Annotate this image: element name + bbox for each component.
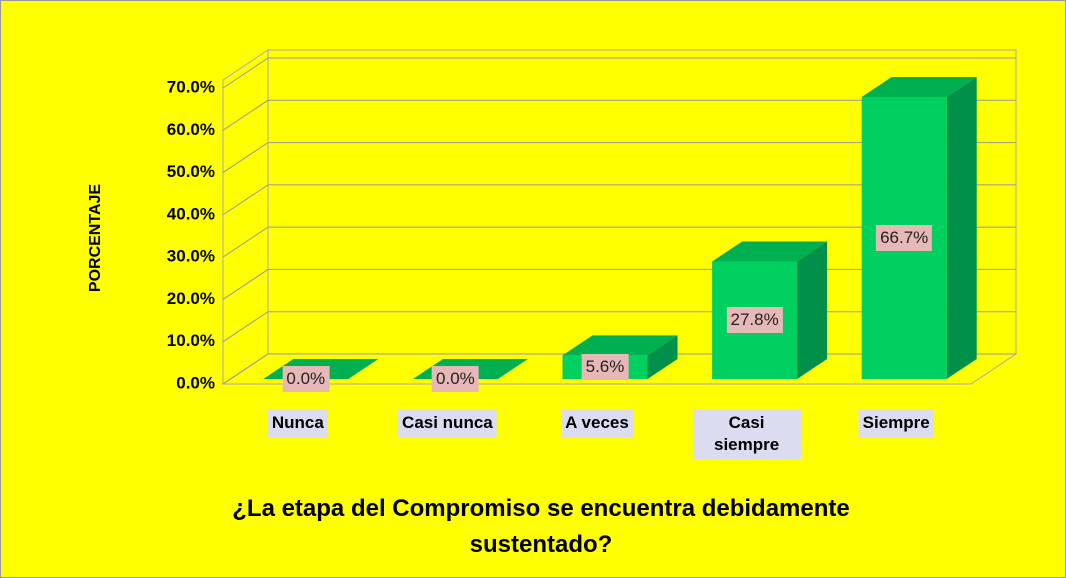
bar-side — [797, 241, 828, 379]
y-tick-label: 10.0% — [167, 331, 215, 350]
y-tick-label: 50.0% — [167, 162, 215, 181]
chart-title: ¿La etapa del Compromiso se encuentra de… — [232, 495, 850, 558]
x-tick-label: Siempre — [858, 409, 934, 437]
bar-side — [647, 335, 678, 379]
bar-top — [861, 76, 977, 97]
grid-line — [222, 57, 1016, 89]
data-label: 27.8% — [726, 307, 783, 334]
y-tick-label: 20.0% — [167, 289, 215, 308]
x-tick-label: A veces — [561, 409, 633, 437]
side-wall — [222, 49, 269, 385]
grid-line — [222, 142, 1016, 173]
x-tick-label: Nunca — [267, 409, 328, 437]
grid-line — [222, 99, 1016, 131]
bar-side — [946, 76, 977, 379]
data-label: 5.6% — [581, 354, 629, 381]
y-tick-label: 60.0% — [167, 120, 215, 139]
y-tick-label: 30.0% — [167, 247, 215, 266]
x-tick-label: Casi siempre — [692, 409, 801, 459]
bar-top — [712, 241, 828, 262]
data-label: 0.0% — [432, 366, 479, 392]
y-axis-label: PORCENTAJE — [87, 184, 104, 292]
y-tick-label: 40.0% — [167, 204, 215, 223]
grid-line — [222, 184, 1016, 216]
bar-top — [562, 335, 678, 356]
x-tick-label: Casi nunca — [398, 409, 497, 437]
y-tick-label: 70.0% — [167, 77, 215, 96]
data-label: 0.0% — [282, 366, 330, 392]
y-tick-label: 0.0% — [176, 373, 215, 392]
data-label: 66.7% — [876, 224, 933, 251]
grid-line — [222, 226, 1016, 258]
